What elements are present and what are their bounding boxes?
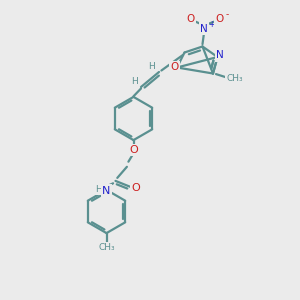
Text: N: N — [216, 50, 224, 61]
Text: O: O — [215, 14, 224, 24]
Text: H: H — [148, 62, 155, 71]
Text: CH₃: CH₃ — [98, 243, 115, 252]
Text: +: + — [208, 20, 215, 29]
Text: O: O — [129, 145, 138, 155]
Text: O: O — [170, 62, 179, 73]
Text: H: H — [95, 185, 102, 194]
Text: O: O — [186, 14, 195, 24]
Text: O: O — [131, 183, 140, 194]
Text: -: - — [226, 11, 229, 20]
Text: H: H — [131, 77, 138, 86]
Text: CH₃: CH₃ — [226, 74, 243, 82]
Text: N: N — [200, 23, 208, 34]
Text: N: N — [102, 185, 111, 196]
